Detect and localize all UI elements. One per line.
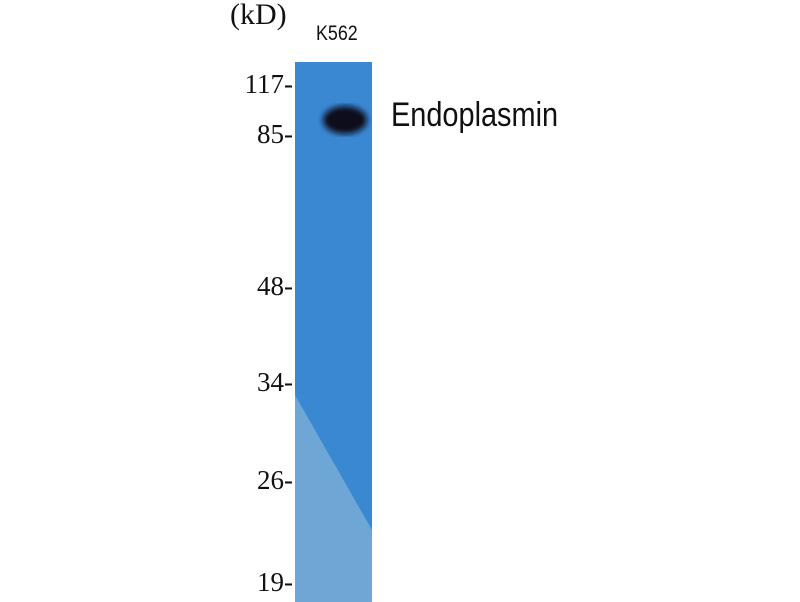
membrane-light-region — [295, 395, 372, 602]
marker-117: 117- — [244, 69, 294, 99]
marker-26: 26- — [257, 465, 293, 495]
marker-19: 19- — [257, 567, 293, 597]
lane-label: K562 — [316, 22, 358, 45]
protein-label: Endoplasmin — [391, 96, 559, 134]
marker-34: 34- — [257, 367, 293, 397]
marker-85: 85- — [257, 119, 293, 149]
blot-membrane — [295, 62, 372, 602]
marker-48: 48- — [257, 271, 293, 301]
unit-label: (kD) — [230, 0, 287, 31]
protein-band — [323, 106, 367, 134]
